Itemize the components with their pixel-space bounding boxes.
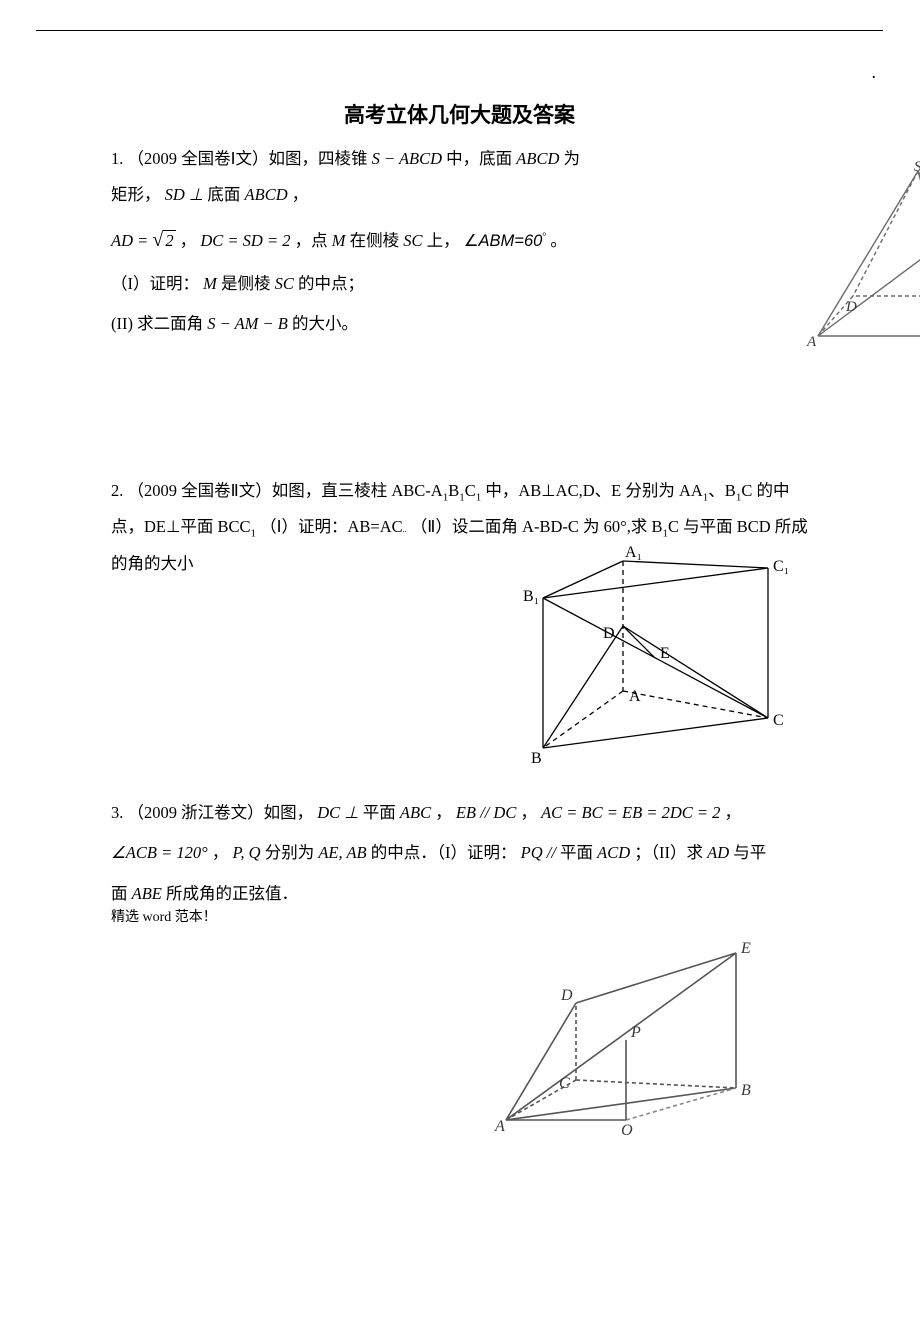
- f3-C: C: [559, 1075, 570, 1092]
- f2-C: C: [773, 712, 784, 729]
- p3-t2b: ，: [520, 803, 537, 822]
- f1-D: D: [845, 299, 857, 315]
- p2-src: （2009 全国卷Ⅱ文）如图，直三棱柱 ABC-A: [128, 481, 443, 500]
- f2-A: A: [629, 688, 641, 705]
- p3-l2f: 的中点．（I）证明：: [371, 843, 517, 862]
- p1-t1c: ABCD: [516, 149, 559, 168]
- p1-t1h: ，: [292, 185, 309, 204]
- p2-s6: 1: [251, 528, 257, 540]
- p3-num: 3.: [111, 803, 123, 822]
- p1-sqrt2: 2: [163, 230, 175, 250]
- p1-l2c: ，: [180, 231, 201, 250]
- p1-l3d: SC: [275, 274, 294, 293]
- p3-l3a: 面: [111, 884, 132, 903]
- p3-t2: EB // DC: [456, 803, 517, 822]
- p1-l2h: SC: [403, 231, 422, 250]
- p2-s3: 1: [476, 491, 482, 503]
- p1-l4d: 的大小。: [292, 314, 358, 333]
- p1-l3a: （I）证明：: [111, 274, 199, 293]
- problem-3: 3. （2009 浙江卷文）如图， DC ⊥ 平面 ABC ， EB // DC…: [111, 795, 808, 912]
- f3-P: P: [630, 1024, 641, 1041]
- p1-l3b: M: [203, 274, 217, 293]
- f3-B: B: [741, 1082, 751, 1099]
- p3-t1: DC ⊥: [317, 803, 358, 822]
- p1-l2e: ，点: [295, 231, 332, 250]
- f3-Q: Q: [621, 1122, 633, 1135]
- p3-l3c: 所成角的正弦值．: [166, 884, 298, 903]
- f1-S: S: [914, 161, 920, 175]
- p2-num: 2.: [111, 481, 123, 500]
- p1-src: （2009 全国卷Ⅰ文）如图，四棱锥: [128, 149, 372, 168]
- f1-A: A: [806, 334, 817, 350]
- p1-t1f: 底面: [207, 185, 244, 204]
- p3-t1d: ，: [435, 803, 452, 822]
- p3-l2a: ∠ACB = 120°: [111, 843, 208, 862]
- figure-3: A B C D E P Q: [491, 925, 781, 1135]
- f2-B1: B₁: [523, 588, 539, 605]
- p1-l3c: 是侧棱: [221, 274, 275, 293]
- p3-l2j: ；（II）求: [634, 843, 707, 862]
- p1-l2j: ∠: [464, 231, 479, 250]
- p3-l2g: PQ //: [521, 843, 560, 862]
- p1-t1b: 中，底面: [446, 149, 516, 168]
- doc-title: 高考立体几何大题及答案: [111, 99, 808, 129]
- f2-C1: C₁: [773, 558, 789, 575]
- problem-2: 2. （2009 全国卷Ⅱ文）如图，直三棱柱 ABC-A1B1C1 中，AB⊥A…: [111, 473, 808, 743]
- p1-l4c: S − AM − B: [207, 314, 288, 333]
- p3-l2i: ACD: [597, 843, 630, 862]
- p1-t1a: S − ABCD: [372, 149, 442, 168]
- f2-E: E: [660, 645, 670, 662]
- p2-t7: （Ⅰ）证明：AB=AC: [260, 517, 403, 536]
- f3-E: E: [740, 940, 751, 957]
- page: 高考立体几何大题及答案 1. （2009 全国卷Ⅰ文）如图，四棱锥 S − AB…: [36, 30, 883, 954]
- p1-l3e: 的中点；: [298, 274, 364, 293]
- p2-t4: 中，AB⊥AC,D、E 分别为 AA: [485, 481, 702, 500]
- figure-2: A₁ B₁ C₁ A B C D E: [503, 543, 793, 773]
- p1-l2a: AD =: [111, 231, 152, 250]
- p3-t3: AC = BC = EB = 2DC = 2: [541, 803, 720, 822]
- f2-B: B: [531, 750, 542, 767]
- p3-l2d: 分别为: [265, 843, 319, 862]
- f3-D: D: [560, 987, 573, 1004]
- p3-l2e: AE, AB: [318, 843, 366, 862]
- p1-l2k: ABM=60: [479, 232, 543, 250]
- p3-src: （2009 浙江卷文）如图，: [128, 803, 314, 822]
- p1-l2l: °: [542, 231, 546, 242]
- p1-num: 1.: [111, 149, 123, 168]
- p3-l2c: P, Q: [232, 843, 260, 862]
- p3-l2b: ，: [212, 843, 233, 862]
- figure-1: S A B C D M: [798, 161, 920, 351]
- p2-t7b: （Ⅱ）设二面角 A-BD-C 为 60°,求 B: [411, 517, 663, 536]
- f2-A1: A₁: [625, 544, 642, 561]
- p1-l2d: DC = SD = 2: [200, 231, 290, 250]
- p3-l2h: 平面: [560, 843, 597, 862]
- p1-t1g: ABCD: [245, 185, 288, 204]
- p1-l4b: 求二面角: [137, 314, 207, 333]
- p1-l4a: (II): [111, 314, 133, 333]
- p2-t2: B: [448, 481, 459, 500]
- p1-l2g: 在侧棱: [350, 231, 404, 250]
- p3-l3b: ABE: [132, 884, 162, 903]
- p1-t1e: SD ⊥: [165, 185, 204, 204]
- p3-t1c: ABC: [400, 803, 431, 822]
- p1-l2f: M: [332, 231, 346, 250]
- p3-t1b: 平面: [363, 803, 400, 822]
- f2-D: D: [603, 625, 615, 642]
- p1-l2m: 。: [550, 231, 567, 250]
- p2-t3: C: [465, 481, 476, 500]
- f3-A: A: [494, 1118, 505, 1135]
- p3-l2k: AD: [707, 843, 729, 862]
- p2-t5: 、B: [708, 481, 736, 500]
- p3-l2l: 与平: [733, 843, 766, 862]
- p3-t3b: ，: [725, 803, 742, 822]
- footer-text: 精选 word 范本！: [111, 906, 217, 926]
- problem-1: 1. （2009 全国卷Ⅰ文）如图，四棱锥 S − ABCD 中，底面 ABCD…: [111, 141, 808, 401]
- p1-l2i: 上，: [427, 231, 460, 250]
